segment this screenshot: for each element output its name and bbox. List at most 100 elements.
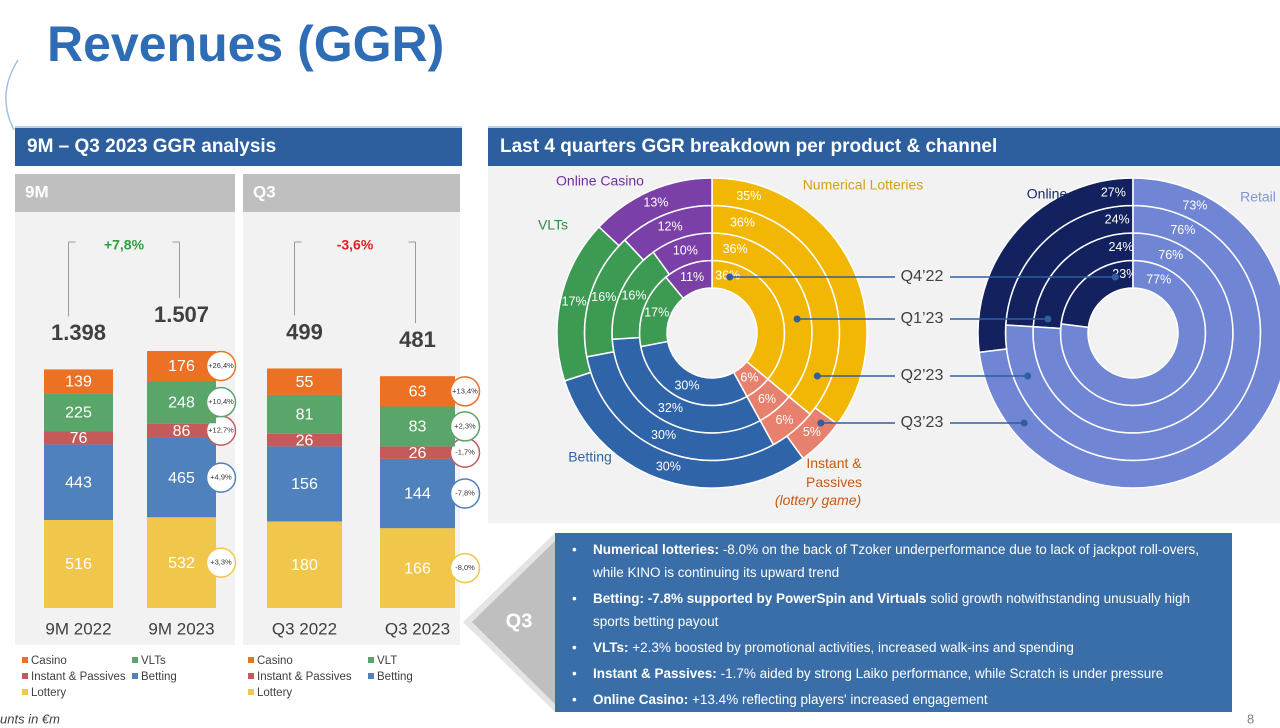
segment-label: 12%	[658, 220, 683, 234]
bullet-text: -1.7% aided by strong Laiko performance,…	[720, 666, 1164, 681]
bar-segment	[147, 517, 216, 608]
bar-segment	[44, 431, 113, 445]
change-label: -1,7%	[455, 448, 475, 457]
bar-panel-header	[243, 174, 460, 212]
right-header-bar	[488, 128, 1280, 166]
change-badge	[205, 350, 237, 382]
segment-label: 10%	[673, 243, 698, 257]
segment-label: 36%	[723, 242, 748, 256]
segment-label: 55	[296, 374, 314, 391]
bar-panel-header	[15, 174, 235, 212]
change-label: +10,4%	[208, 397, 234, 406]
quarter-label: Q1’23	[901, 310, 944, 327]
change-badge	[205, 462, 237, 493]
bar-segment	[147, 381, 216, 424]
quarter-label: Q4’22	[901, 268, 944, 285]
legend-label: Instant & Passives	[31, 671, 126, 683]
segment-label: 73%	[1182, 198, 1207, 212]
legend-label: Betting	[141, 671, 177, 683]
legend-label: VLT	[377, 655, 397, 667]
bar-segment	[380, 458, 455, 529]
bullet-text: solid growth notwithstanding unusually h…	[593, 591, 1190, 629]
bar-segment	[380, 528, 455, 608]
segment-label: 144	[404, 486, 431, 503]
segment-label: 516	[65, 556, 92, 573]
left-header: 9M – Q3 2023 GGR analysis	[27, 136, 276, 157]
total-label: 499	[286, 319, 323, 344]
category-label: Online	[1027, 186, 1068, 202]
segment-label: 17%	[644, 305, 669, 319]
segment-label: 17%	[562, 294, 587, 308]
bar-segment	[267, 394, 342, 434]
segment-label: 77%	[1146, 272, 1171, 286]
legend-label: Casino	[31, 655, 67, 667]
leader-dot	[1020, 419, 1028, 427]
page-number: 8	[1247, 711, 1254, 726]
segment-label: 36%	[730, 216, 755, 230]
donut-segment	[978, 177, 1280, 489]
bullet-bold: Instant & Passives:	[593, 666, 717, 681]
notes-chevron	[472, 541, 555, 704]
x-tick-label: Q3 2023	[385, 619, 450, 638]
legend-label: Lottery	[31, 687, 66, 699]
legend-swatch	[248, 673, 254, 679]
bar-segment	[44, 520, 113, 608]
bullet: Online Casino: +13.4% reflecting players…	[572, 688, 1217, 711]
leader-dot	[1111, 273, 1119, 281]
segment-label: 465	[168, 470, 195, 487]
bullet: Numerical lotteries: -8.0% on the back o…	[572, 538, 1217, 584]
legend-label: VLTs	[141, 655, 166, 667]
segment-label: 13%	[643, 196, 668, 210]
bullet-text: +2.3% boosted by promotional activities,…	[632, 640, 1074, 655]
total-label: 481	[399, 327, 436, 352]
donut-segment	[597, 177, 713, 247]
change-label: -7,8%	[455, 489, 475, 498]
category-note: (lottery game)	[774, 492, 862, 508]
change-label: -8,0%	[455, 563, 475, 572]
segment-label: 248	[168, 394, 195, 411]
leader-dot	[1024, 372, 1032, 380]
bar-segment	[380, 406, 455, 447]
header-rule	[488, 126, 1280, 128]
segment-label: 24%	[1105, 213, 1130, 227]
x-tick-label: Q3 2022	[272, 619, 337, 638]
segment-label: 30%	[674, 378, 699, 392]
bar-segment	[44, 369, 113, 394]
segment-label: 180	[291, 557, 318, 574]
leader-dot	[1044, 315, 1052, 323]
legend-swatch	[248, 657, 254, 663]
right-header: Last 4 quarters GGR breakdown per produc…	[500, 136, 997, 157]
bar-segment	[267, 433, 342, 447]
bullet-text: -8.0% on the back of Tzoker underperform…	[593, 542, 1200, 580]
leader-dot	[793, 315, 801, 323]
legend-swatch	[132, 657, 138, 663]
change-total: -3,6%	[337, 237, 374, 253]
segment-label: 6%	[758, 392, 776, 406]
bar-segment	[147, 351, 216, 382]
legend-swatch	[368, 673, 374, 679]
bar-segment	[147, 437, 216, 518]
category-label: Instant & Passives	[805, 455, 863, 490]
quarter-label: Q2’23	[901, 367, 944, 384]
bullet: VLTs: +2.3% boosted by promotional activ…	[572, 636, 1217, 659]
segment-label: 63	[409, 384, 427, 401]
left-header-bar	[15, 128, 462, 166]
segment-label: 6%	[740, 371, 758, 385]
segment-label: 11%	[680, 270, 704, 284]
leader-dot	[726, 273, 734, 281]
change-label: +4,9%	[210, 473, 232, 482]
legend-label: Casino	[257, 655, 293, 667]
segment-label: 76%	[1158, 248, 1183, 262]
segment-label: 166	[404, 560, 431, 577]
change-badge	[449, 552, 481, 584]
decor-arc	[5, 59, 19, 131]
legend-label: Instant & Passives	[257, 671, 352, 683]
change-badge	[205, 386, 237, 418]
segment-label: 16%	[621, 289, 646, 303]
segment-label: 176	[168, 358, 195, 375]
bullet-bold: Online Casino:	[593, 692, 689, 707]
x-tick-label: 9M 2022	[45, 619, 111, 638]
bullet-text: +13.4% reflecting players' increased eng…	[692, 692, 988, 707]
category-label: Retail	[1240, 189, 1276, 205]
